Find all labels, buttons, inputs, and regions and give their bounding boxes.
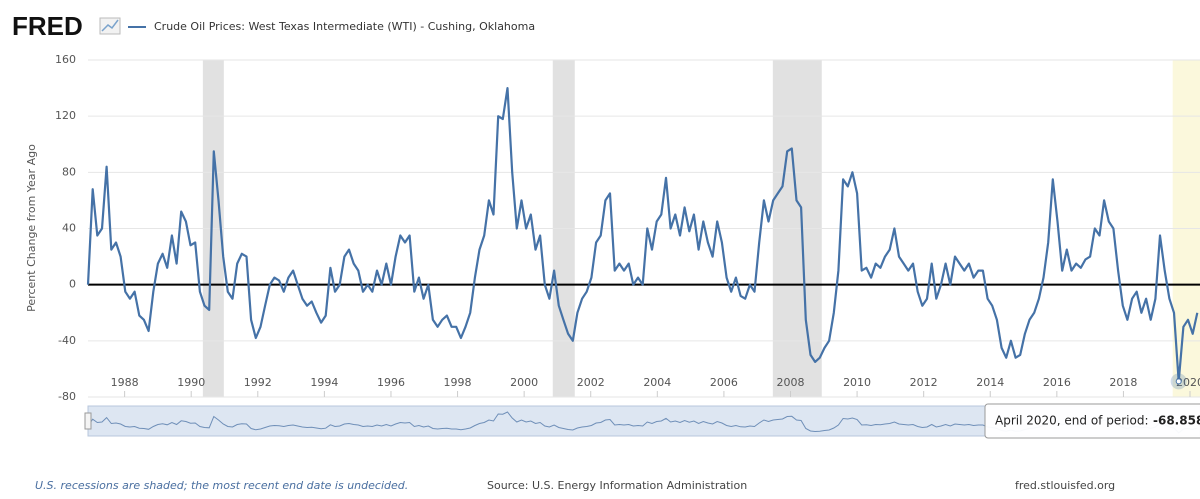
x-tick-label: 2008 — [776, 376, 804, 389]
x-tick-label: 2010 — [843, 376, 871, 389]
logo-icon — [99, 17, 121, 35]
tooltip-box — [984, 403, 1200, 439]
logo: FRED — [12, 11, 83, 41]
tooltip-value: -68.85830 — [1153, 414, 1200, 428]
y-axis-label: Percent Change from Year Ago — [25, 144, 38, 312]
footer-site: fred.stlouisfed.org — [1015, 479, 1115, 492]
y-tick-label: 80 — [62, 165, 76, 178]
navigator-handle — [84, 412, 92, 430]
footer-source: Source: U.S. Energy Information Administ… — [487, 479, 747, 492]
x-tick-label: 1996 — [377, 376, 405, 389]
y-tick-label: 0 — [69, 278, 76, 291]
x-tick-label: 2016 — [1043, 376, 1071, 389]
x-tick-label: 2004 — [643, 376, 671, 389]
y-tick-label: -80 — [58, 390, 76, 403]
x-tick-label: 1998 — [444, 376, 472, 389]
tooltip-label: April 2020, end of period: — [995, 414, 1148, 428]
y-tick-label: 40 — [62, 222, 76, 235]
y-tick-label: 120 — [55, 109, 76, 122]
footer-note: U.S. recessions are shaded; the most rec… — [35, 479, 408, 492]
highlight-point — [1175, 378, 1182, 385]
legend-label: Crude Oil Prices: West Texas Intermediat… — [154, 20, 535, 33]
x-tick-label: 2012 — [910, 376, 938, 389]
x-tick-label: 2000 — [510, 376, 538, 389]
x-tick-label: 2020 — [1176, 376, 1200, 389]
x-tick-label: 2002 — [577, 376, 605, 389]
x-tick-label: 1990 — [177, 376, 205, 389]
x-tick-label: 2006 — [710, 376, 738, 389]
y-tick-label: -40 — [58, 334, 76, 347]
x-tick-label: 2018 — [1109, 376, 1137, 389]
series-line — [86, 87, 1199, 383]
x-tick-label: 1992 — [244, 376, 272, 389]
x-tick-label: 1988 — [111, 376, 139, 389]
x-tick-label: 2014 — [976, 376, 1004, 389]
x-tick-label: 1994 — [310, 376, 338, 389]
y-tick-label: 160 — [55, 53, 76, 66]
